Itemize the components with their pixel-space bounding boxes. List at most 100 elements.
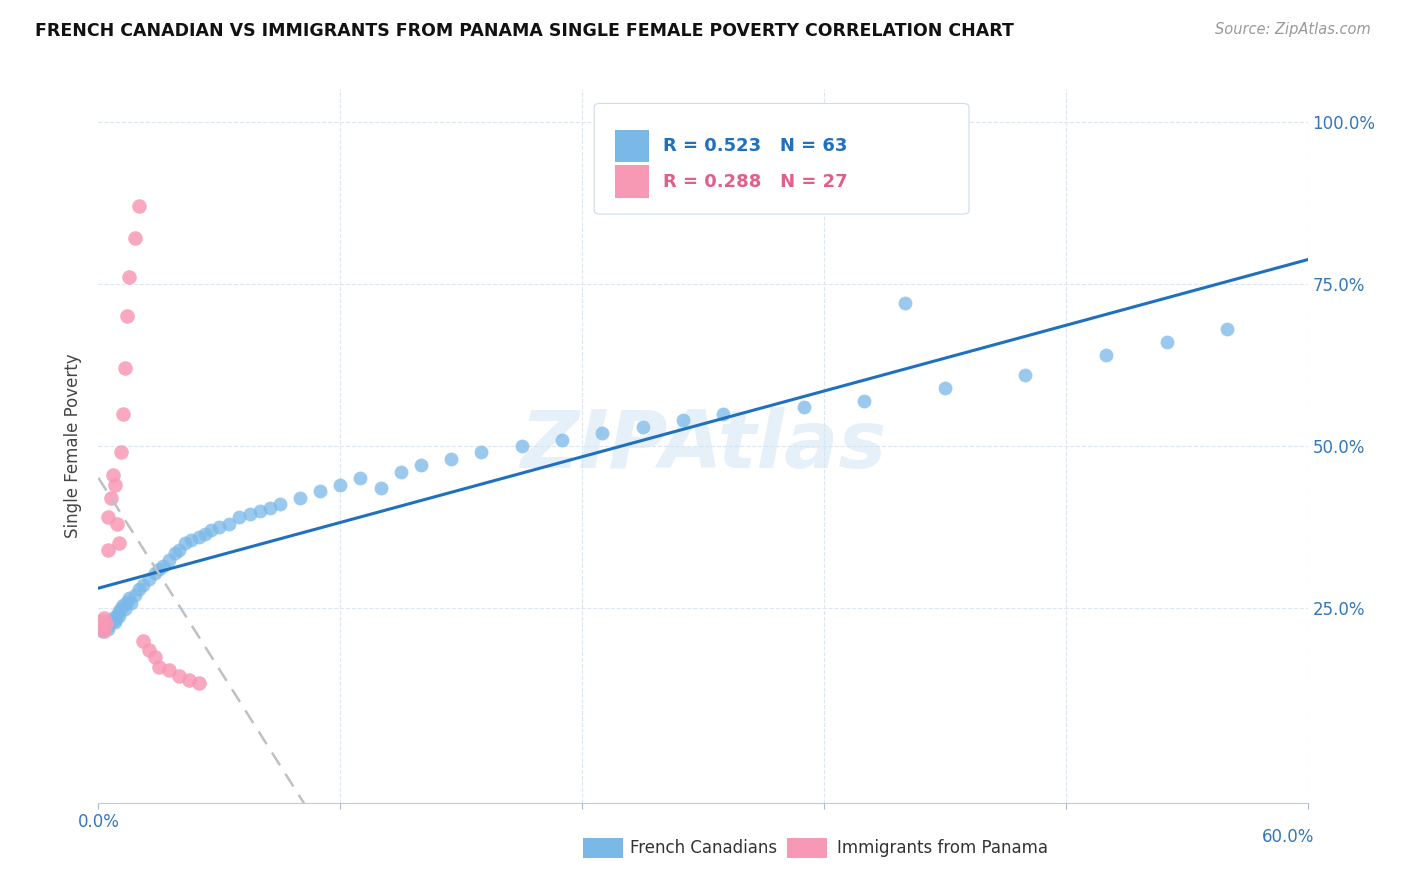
Point <box>157 552 180 566</box>
Point <box>91 614 114 628</box>
Point <box>103 613 125 627</box>
Point <box>103 615 125 630</box>
Point <box>1095 348 1118 362</box>
Point <box>128 582 150 596</box>
Point <box>132 578 155 592</box>
Point <box>259 500 281 515</box>
Bar <box>614 166 648 198</box>
Y-axis label: Single Female Poverty: Single Female Poverty <box>65 354 83 538</box>
Point <box>118 270 141 285</box>
Point <box>440 452 463 467</box>
Point <box>329 478 352 492</box>
Point <box>138 572 160 586</box>
Point <box>115 310 138 324</box>
Point <box>1156 335 1178 350</box>
Point <box>934 381 956 395</box>
Point <box>110 445 132 459</box>
Point <box>97 542 120 557</box>
Point <box>91 624 114 638</box>
Point <box>89 621 111 635</box>
Point <box>239 507 262 521</box>
Point <box>124 231 146 245</box>
Point <box>370 481 392 495</box>
Point <box>349 471 371 485</box>
Point <box>194 526 217 541</box>
Text: FRENCH CANADIAN VS IMMIGRANTS FROM PANAMA SINGLE FEMALE POVERTY CORRELATION CHAR: FRENCH CANADIAN VS IMMIGRANTS FROM PANAM… <box>35 22 1014 40</box>
Point <box>132 633 155 648</box>
Text: 60.0%: 60.0% <box>1263 828 1315 846</box>
Point <box>269 497 291 511</box>
Bar <box>614 130 648 162</box>
FancyBboxPatch shape <box>595 103 969 214</box>
Point <box>114 602 136 616</box>
Point <box>853 393 876 408</box>
Point <box>188 675 211 690</box>
Point <box>124 588 146 602</box>
Point <box>107 536 129 550</box>
Point <box>114 361 136 376</box>
Point <box>101 611 124 625</box>
Point <box>103 478 125 492</box>
Point <box>200 524 222 538</box>
Text: French Canadians: French Canadians <box>630 839 778 857</box>
Point <box>97 510 120 524</box>
Point <box>179 673 201 687</box>
Point <box>118 591 141 606</box>
Point <box>510 439 533 453</box>
Point <box>591 425 613 440</box>
Point <box>228 510 250 524</box>
Point <box>152 559 174 574</box>
Point <box>1014 368 1036 382</box>
Point <box>793 400 815 414</box>
Point <box>180 533 202 547</box>
Point <box>93 621 115 635</box>
Point <box>105 516 128 531</box>
Point <box>1216 322 1239 336</box>
Point <box>138 643 160 657</box>
Point <box>174 536 197 550</box>
Point <box>218 516 240 531</box>
Point <box>105 607 128 622</box>
Point <box>97 622 120 636</box>
Point <box>120 596 142 610</box>
Point <box>107 609 129 624</box>
Text: ZIPAtlas: ZIPAtlas <box>520 407 886 485</box>
Point <box>167 542 190 557</box>
Text: Source: ZipAtlas.com: Source: ZipAtlas.com <box>1215 22 1371 37</box>
Text: Immigrants from Panama: Immigrants from Panama <box>837 839 1047 857</box>
Point <box>110 601 132 615</box>
Point <box>100 614 122 628</box>
Point <box>188 530 211 544</box>
Point <box>148 659 170 673</box>
Point <box>551 433 574 447</box>
Point <box>163 546 186 560</box>
Point <box>93 624 115 638</box>
Point <box>711 407 734 421</box>
Point <box>143 649 166 664</box>
Point <box>107 604 129 618</box>
Point <box>128 199 150 213</box>
Point <box>631 419 654 434</box>
Point <box>96 617 118 632</box>
Point <box>97 619 120 633</box>
Point <box>470 445 492 459</box>
Text: R = 0.523   N = 63: R = 0.523 N = 63 <box>664 137 848 155</box>
Point <box>96 617 118 632</box>
Point <box>208 520 231 534</box>
Point <box>143 566 166 580</box>
Point <box>157 663 180 677</box>
Point <box>389 465 412 479</box>
Point <box>111 598 134 612</box>
Point <box>409 458 432 473</box>
Point <box>101 468 124 483</box>
Text: R = 0.288   N = 27: R = 0.288 N = 27 <box>664 172 848 191</box>
Point <box>893 296 915 310</box>
Point <box>93 611 115 625</box>
Point <box>100 491 122 505</box>
Point <box>167 669 190 683</box>
Point <box>309 484 332 499</box>
Point <box>288 491 311 505</box>
Point <box>115 595 138 609</box>
Point <box>111 407 134 421</box>
Point <box>672 413 695 427</box>
